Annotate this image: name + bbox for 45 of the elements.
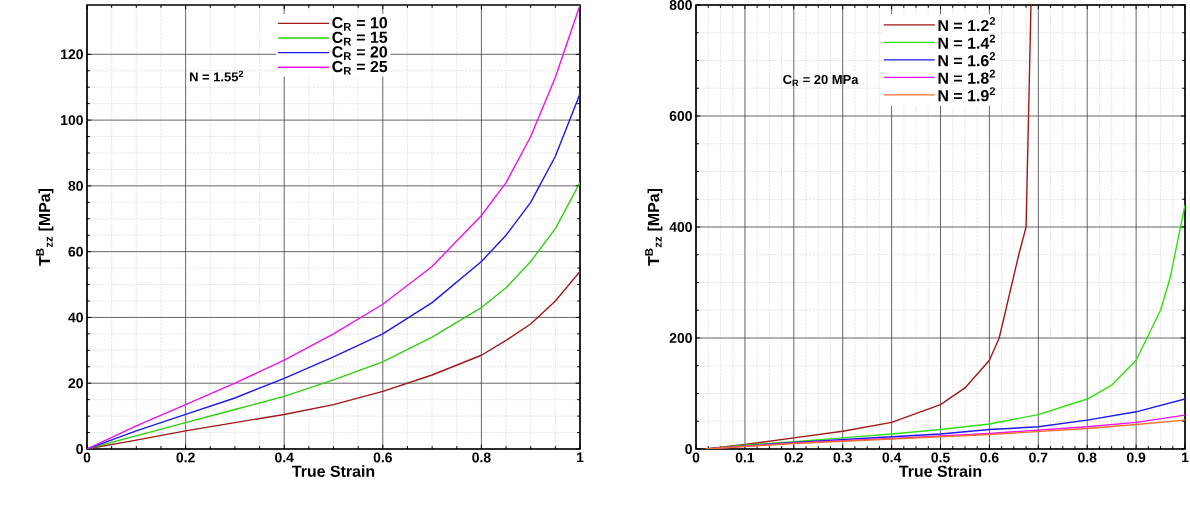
legend-label: C$_{R}$ = 10 [332,17,388,31]
legend-label: N = 1.9$^{2}$ [938,87,996,102]
y-tick-label: 120 [61,49,83,60]
y-tick-label: 60 [68,246,83,257]
x-tick-label: 0.4 [882,452,902,463]
y-tick-label: 40 [68,312,83,323]
x-tick-label: 0.3 [833,452,852,463]
x-tick-label: 0.9 [1126,452,1146,463]
annotation: N = 1.55$^{2}$ [189,70,244,82]
legend-label: N = 1.4$^{2}$ [938,34,996,49]
legend-label: N = 1.2$^{2}$ [938,17,996,32]
y-tick-label: 0 [76,444,83,454]
x-axis-title: True Strain [292,465,375,477]
y-tick-label: 800 [669,0,692,10]
x-tick-label: 0.7 [1029,452,1048,463]
y-tick-label: 400 [669,222,692,232]
x-tick-label: 0.6 [373,452,392,463]
y-tick-label: 200 [669,333,692,343]
x-tick-label: 0.2 [784,452,803,463]
y-axis-title: T$^{B}$$_{zz}$ [MPa] [36,189,54,266]
x-tick-label: 0.8 [1078,452,1097,463]
x-tick-label: 0.2 [176,452,195,463]
y-tick-label: 600 [669,111,692,121]
x-tick-label: 0.8 [472,452,491,463]
annotation: C$_{R}$ = 20 MPa [783,74,859,87]
line-series [87,4,581,449]
y-tick-label: 0 [685,444,692,454]
y-axis-title: T$^{B}$$_{zz}$ [MPa] [645,189,663,266]
legend-label: N = 1.6$^{2}$ [938,52,996,67]
x-tick-label: 0 [83,452,91,463]
y-tick-label: 80 [68,180,83,191]
x-tick-label: 0.5 [931,452,950,463]
x-tick-label: 0.4 [275,452,294,463]
x-tick-label: 0 [692,452,700,463]
x-tick-label: 0.1 [735,452,755,463]
legend-label: C$_{R}$ = 15 [332,31,388,46]
y-tick-label: 20 [68,378,83,389]
x-axis-title: True Strain [899,465,982,477]
x-tick-label: 1 [577,452,584,463]
legend-label: C$_{R}$ = 20 [332,46,388,60]
y-tick-label: 100 [61,115,83,126]
x-tick-label: 0.6 [980,452,999,463]
legend-label: C$_{R}$ = 25 [332,60,388,75]
legend-label: N = 1.8$^{2}$ [938,69,996,84]
x-tick-label: 1 [1182,452,1189,463]
